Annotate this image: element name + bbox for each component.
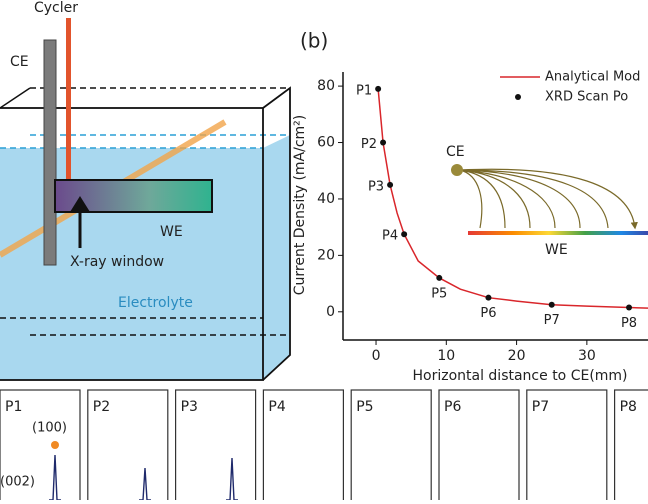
y-tick-label: 40 xyxy=(317,191,335,207)
scan-point xyxy=(548,301,555,308)
point-label: P6 xyxy=(480,306,496,321)
inset-we xyxy=(468,231,648,235)
xrd-panels: (100) (002) P1 P2 P3 P4 P5 P6 P7 P8 xyxy=(0,389,648,504)
x-axis-title: Horizontal distance to CE(mm) xyxy=(412,368,627,384)
y-axis-title: Current Density (mA/cm²) xyxy=(292,115,308,296)
inset: CE WE xyxy=(446,144,648,258)
x-tick-label: 20 xyxy=(508,348,526,364)
peak-label: (100) xyxy=(32,421,67,436)
xrd-frame xyxy=(262,389,344,504)
xrd-frame xyxy=(0,389,81,504)
ce-rod xyxy=(43,39,57,266)
we-wire xyxy=(66,18,71,183)
panel-label: P6 xyxy=(444,399,461,415)
xrd-peak xyxy=(226,457,238,501)
inset-label: CE xyxy=(446,144,465,160)
panel-label: P2 xyxy=(93,399,110,415)
schematic: Cycler CE WE X-ray window Electrolyte xyxy=(0,0,291,381)
xrd-frame xyxy=(438,389,520,504)
panel-label: P7 xyxy=(532,399,549,415)
panel-label: P1 xyxy=(5,399,22,415)
scan-point xyxy=(380,139,387,146)
y-tick-label: 80 xyxy=(317,78,335,94)
peak-marker xyxy=(51,441,59,449)
point-label: P5 xyxy=(431,286,447,301)
legend-label: Analytical Mod xyxy=(545,70,640,85)
xrd-frame xyxy=(175,389,257,504)
scan-point xyxy=(436,274,443,281)
label: Electrolyte xyxy=(118,295,193,311)
label: CE xyxy=(10,54,29,70)
scan-point xyxy=(401,231,408,238)
y-tick-label: 0 xyxy=(326,304,335,320)
arrow-head xyxy=(70,196,90,212)
panel-label: P8 xyxy=(620,399,637,415)
scan-point xyxy=(375,85,382,92)
panel-label: (b) xyxy=(300,29,328,53)
panel-label: P5 xyxy=(356,399,373,415)
box-edge xyxy=(262,86,291,381)
box-edge xyxy=(0,87,31,109)
point-label: P8 xyxy=(621,316,637,331)
panel-label: P4 xyxy=(268,399,285,415)
inset-arrows xyxy=(459,168,635,228)
x-tick-label: 10 xyxy=(437,348,455,364)
xrd-frame xyxy=(350,389,432,504)
y-tick-label: 60 xyxy=(317,135,335,151)
xrd-frame xyxy=(613,389,648,504)
point-label: P4 xyxy=(382,229,398,244)
label: Cycler xyxy=(34,0,78,16)
inset-label: WE xyxy=(545,242,568,258)
inset-ce xyxy=(451,164,463,176)
model-curve xyxy=(377,88,648,309)
scan-point xyxy=(626,304,633,311)
x-tick-label: 0 xyxy=(372,348,381,364)
panel-label: P3 xyxy=(181,399,198,415)
point-label: P2 xyxy=(361,137,377,152)
xrd-peak xyxy=(139,467,151,501)
point-label: P7 xyxy=(544,313,560,328)
peak-label: (002) xyxy=(0,475,35,490)
label: X-ray window xyxy=(70,254,164,270)
legend-marker xyxy=(515,94,521,100)
scan-point xyxy=(485,294,492,301)
legend-label: XRD Scan Po xyxy=(545,90,628,105)
chart: (b) Current Density (mA/cm²) Horizontal … xyxy=(292,29,648,384)
scan-point xyxy=(387,181,394,188)
y-tick-label: 20 xyxy=(317,247,335,263)
label: WE xyxy=(160,224,183,240)
xrd-peak xyxy=(49,454,61,501)
box-front xyxy=(0,107,264,381)
xrd-frame xyxy=(87,389,169,504)
xrd-frame xyxy=(526,389,608,504)
x-tick-label: 30 xyxy=(578,348,596,364)
point-label: P3 xyxy=(368,179,384,194)
point-label: P1 xyxy=(356,83,372,98)
